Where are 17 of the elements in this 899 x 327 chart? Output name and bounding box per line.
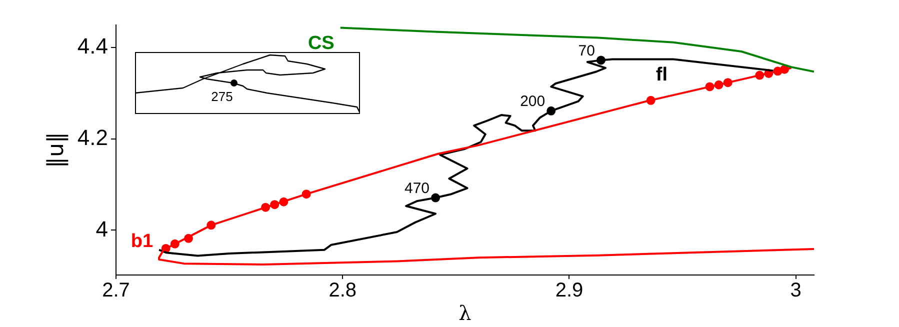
series-label: fl: [656, 64, 668, 86]
inset-sketch: 275: [135, 52, 360, 114]
y-tick-label: 4.4: [77, 33, 108, 58]
series-label: 470: [404, 180, 430, 197]
x-tick-label: 2.7: [102, 280, 130, 302]
annotation: 275: [211, 89, 233, 104]
series-label: 70: [578, 42, 595, 60]
series-label: CS: [308, 32, 334, 54]
x-axis-title: λ: [458, 301, 472, 326]
y-tick-label: 4: [96, 216, 108, 242]
x-tick-label: 2.8: [328, 280, 357, 302]
series-label: b1: [130, 230, 154, 252]
series-label: 200: [520, 93, 546, 110]
y-tick-label: 4.2: [77, 124, 108, 150]
x-tick-label: 2.9: [555, 280, 584, 302]
x-tick-label: 3: [790, 280, 802, 302]
y-axis-title: ‖u‖: [44, 132, 69, 168]
